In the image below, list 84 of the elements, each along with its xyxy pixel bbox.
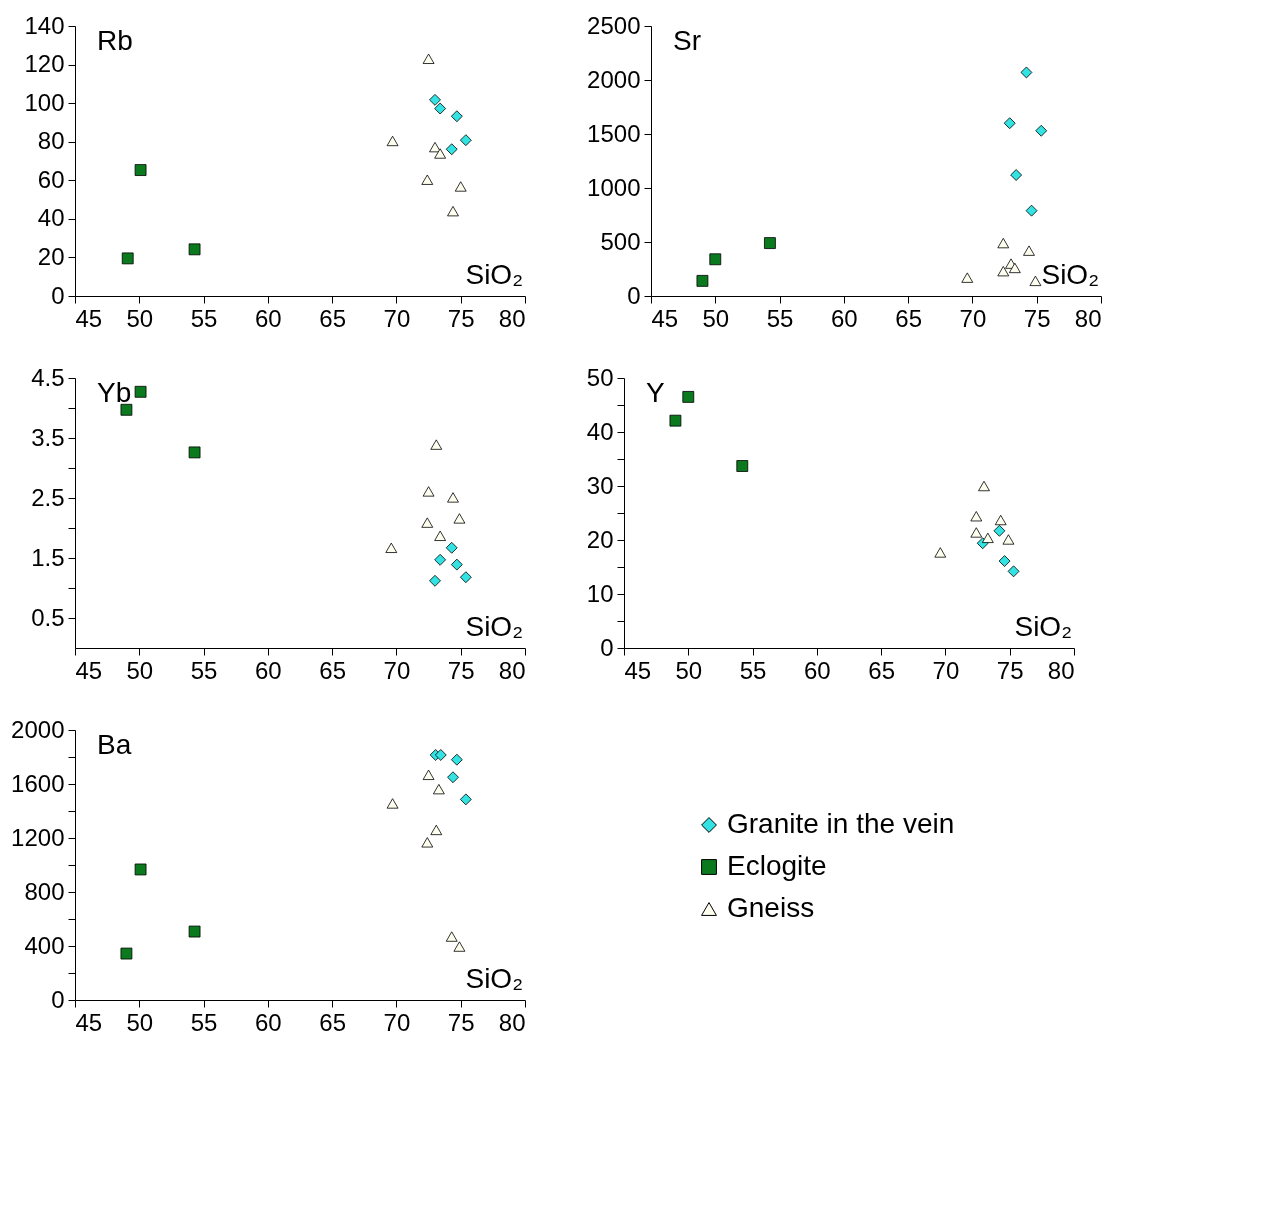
- x-tick-label: 60: [831, 304, 858, 332]
- x-tick-label: 45: [651, 304, 679, 332]
- x-tick-label: 80: [498, 1008, 526, 1036]
- x-tick-label: 80: [498, 656, 526, 684]
- x-tick-label: 70: [383, 656, 411, 684]
- x-tick-label: 65: [319, 1008, 346, 1036]
- x-tick-label: 75: [996, 656, 1024, 684]
- legend-label: Gneiss: [727, 892, 815, 923]
- y-tick-label: 1200: [11, 823, 65, 851]
- x-tick-label: 75: [447, 1008, 475, 1036]
- y-tick-label: 4.5: [31, 363, 65, 391]
- y-tick-label: 1500: [587, 119, 641, 147]
- y-tick-label: 0: [51, 281, 65, 309]
- x-axis-title: SiO₂: [1041, 259, 1099, 290]
- x-tick-label: 50: [675, 656, 703, 684]
- x-axis-title: SiO₂: [1014, 611, 1072, 642]
- x-tick-label: 50: [702, 304, 730, 332]
- x-tick-label: 65: [319, 656, 346, 684]
- annotation: Yb: [97, 377, 132, 408]
- y-tick-label: 0: [600, 633, 614, 661]
- x-tick-label: 50: [126, 656, 154, 684]
- x-tick-label: 75: [447, 304, 475, 332]
- y-tick-label: 60: [37, 165, 65, 193]
- y-tick-label: 30: [586, 471, 614, 499]
- y-tick-label: 2000: [587, 65, 641, 93]
- y-tick-label: 0: [51, 985, 65, 1013]
- x-axis-title: SiO₂: [465, 611, 523, 642]
- x-tick-label: 60: [255, 1008, 282, 1036]
- y-tick-label: 80: [37, 127, 65, 155]
- x-tick-label: 75: [447, 656, 475, 684]
- x-axis-title: SiO₂: [465, 259, 523, 290]
- x-tick-label: 50: [126, 304, 154, 332]
- x-tick-label: 70: [383, 1008, 411, 1036]
- y-tick-label: 40: [37, 204, 65, 232]
- x-tick-label: 65: [895, 304, 922, 332]
- legend-label: Eclogite: [727, 850, 827, 881]
- x-tick-label: 55: [190, 656, 218, 684]
- y-tick-label: 2.5: [31, 483, 65, 511]
- y-tick-label: 0.5: [31, 603, 65, 631]
- y-tick-label: 1600: [11, 769, 65, 797]
- y-tick-label: 20: [37, 242, 65, 270]
- x-tick-label: 55: [190, 1008, 218, 1036]
- y-tick-label: 40: [586, 417, 614, 445]
- x-tick-label: 45: [624, 656, 652, 684]
- x-tick-label: 60: [804, 656, 831, 684]
- x-tick-label: 60: [255, 656, 282, 684]
- x-tick-label: 55: [766, 304, 794, 332]
- x-tick-label: 65: [319, 304, 346, 332]
- x-tick-label: 60: [255, 304, 282, 332]
- x-tick-label: 80: [1047, 656, 1075, 684]
- y-tick-label: 0: [627, 281, 641, 309]
- x-tick-label: 55: [190, 304, 218, 332]
- y-tick-label: 50: [586, 363, 614, 391]
- x-axis-title: SiO₂: [465, 963, 523, 994]
- x-tick-label: 45: [75, 656, 103, 684]
- y-tick-label: 120: [24, 50, 65, 78]
- y-tick-label: 20: [586, 525, 614, 553]
- x-tick-label: 55: [739, 656, 767, 684]
- x-tick-label: 70: [932, 656, 960, 684]
- y-tick-label: 1000: [587, 173, 641, 201]
- x-tick-label: 75: [1023, 304, 1051, 332]
- y-tick-label: 140: [24, 11, 65, 39]
- y-tick-label: 500: [600, 227, 641, 255]
- y-tick-label: 10: [586, 579, 614, 607]
- x-tick-label: 70: [383, 304, 411, 332]
- legend-label: Granite in the vein: [727, 808, 955, 839]
- annotation: Y: [646, 377, 665, 408]
- y-tick-label: 400: [24, 931, 65, 959]
- annotation: Rb: [97, 25, 133, 56]
- x-tick-label: 45: [75, 304, 103, 332]
- x-tick-label: 70: [959, 304, 987, 332]
- x-tick-label: 50: [126, 1008, 154, 1036]
- y-tick-label: 3.5: [31, 423, 65, 451]
- y-tick-label: 800: [24, 877, 65, 905]
- annotation: Sr: [673, 25, 701, 56]
- y-tick-label: 1.5: [31, 543, 65, 571]
- y-tick-label: 2000: [11, 715, 65, 743]
- x-tick-label: 45: [75, 1008, 103, 1036]
- y-tick-label: 2500: [587, 11, 641, 39]
- x-tick-label: 80: [498, 304, 526, 332]
- x-tick-label: 65: [868, 656, 895, 684]
- annotation: Ba: [97, 729, 132, 760]
- y-tick-label: 100: [24, 88, 65, 116]
- x-tick-label: 80: [1074, 304, 1102, 332]
